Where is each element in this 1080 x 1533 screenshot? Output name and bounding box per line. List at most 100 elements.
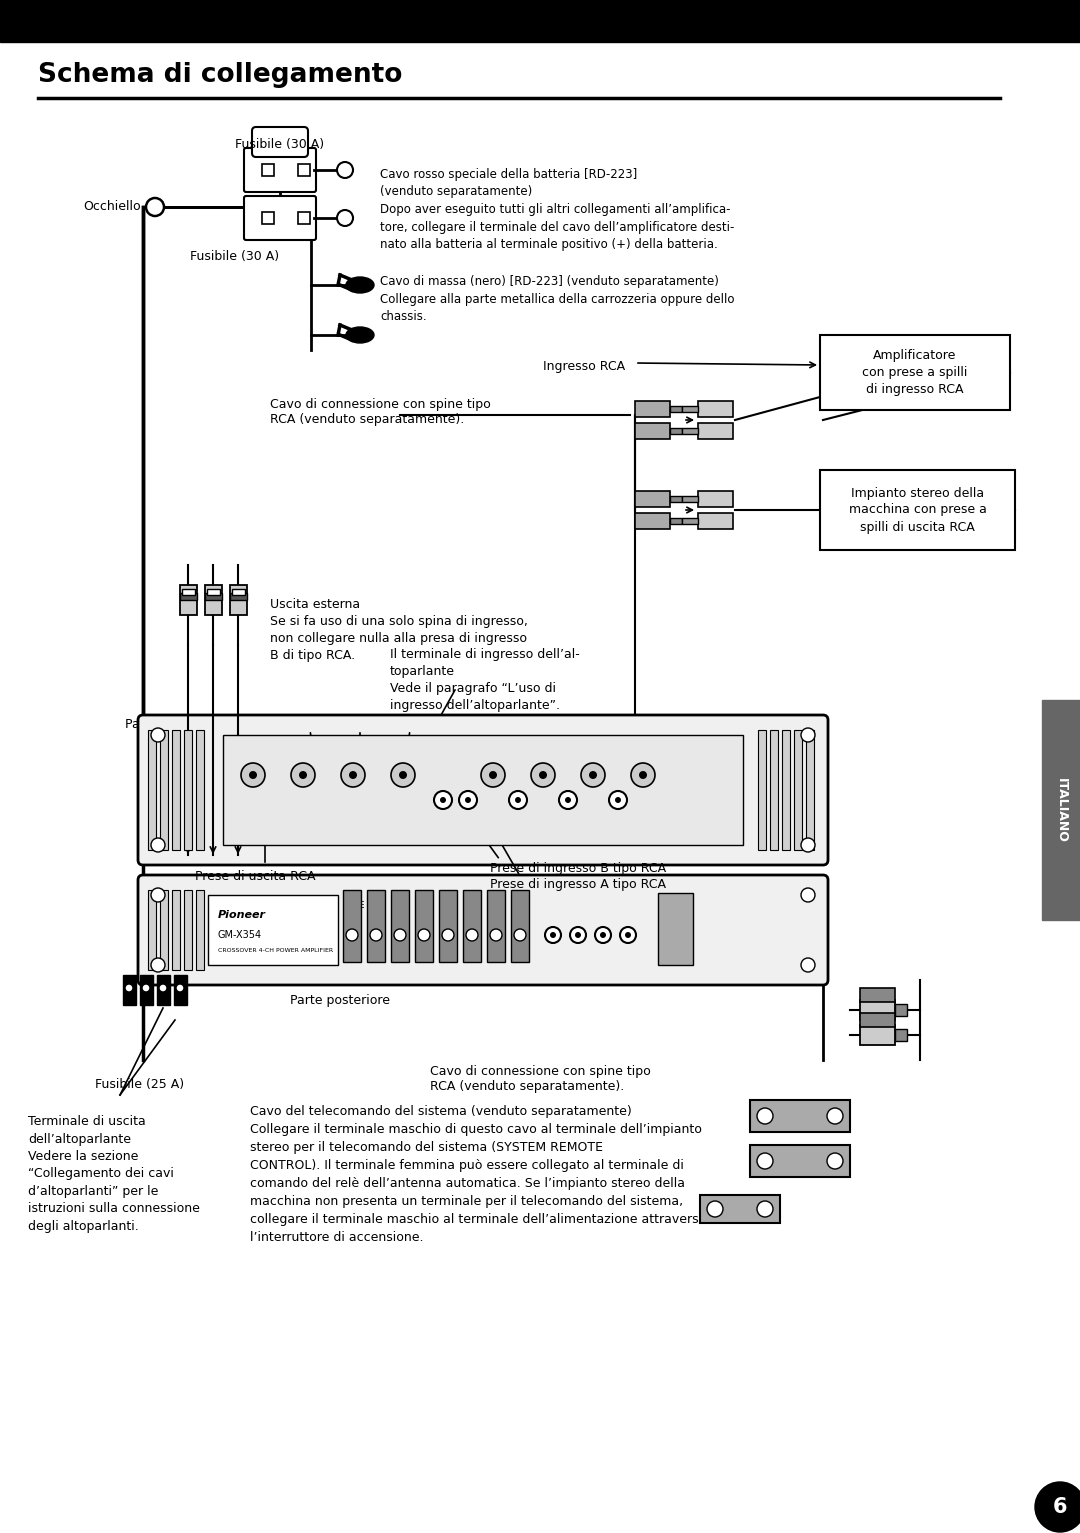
Text: Parte posteriore: Parte posteriore: [291, 993, 390, 1007]
Bar: [635, 402, 670, 417]
Bar: [635, 423, 670, 438]
Circle shape: [346, 929, 357, 941]
Ellipse shape: [346, 327, 374, 343]
Circle shape: [442, 929, 454, 941]
Circle shape: [827, 1108, 843, 1124]
Bar: [415, 891, 433, 963]
Text: Cavo di massa (nero) [RD-223] (venduto separatamente)
Collegare alla parte metal: Cavo di massa (nero) [RD-223] (venduto s…: [380, 274, 734, 323]
Circle shape: [125, 984, 133, 992]
Circle shape: [151, 839, 165, 852]
Circle shape: [176, 984, 184, 992]
Circle shape: [631, 763, 654, 786]
Bar: [222, 734, 743, 845]
Bar: [698, 491, 733, 507]
Circle shape: [801, 958, 815, 972]
Circle shape: [1035, 1482, 1080, 1531]
Text: FUSE 25A: FUSE 25A: [343, 900, 383, 909]
Circle shape: [707, 1200, 723, 1217]
Circle shape: [434, 791, 453, 809]
FancyBboxPatch shape: [244, 196, 316, 241]
Bar: [681, 518, 698, 524]
Circle shape: [337, 162, 353, 178]
Bar: [148, 891, 156, 970]
Circle shape: [490, 929, 502, 941]
Bar: [635, 491, 670, 507]
Bar: [438, 891, 457, 963]
Bar: [148, 730, 156, 849]
Bar: [123, 975, 136, 1006]
Text: Occhiello: Occhiello: [83, 201, 141, 213]
Text: GM-X354: GM-X354: [218, 931, 262, 940]
Circle shape: [151, 958, 165, 972]
Bar: [770, 730, 778, 849]
Circle shape: [514, 929, 526, 941]
Circle shape: [291, 763, 315, 786]
Circle shape: [440, 797, 446, 803]
Circle shape: [399, 771, 407, 779]
Circle shape: [570, 927, 586, 943]
Bar: [229, 592, 246, 599]
Bar: [750, 1145, 850, 1177]
Circle shape: [575, 932, 581, 938]
Text: Cavo del telecomando del sistema (venduto separatamente)
Collegare il terminale : Cavo del telecomando del sistema (vendut…: [249, 1105, 706, 1243]
Circle shape: [801, 839, 815, 852]
FancyBboxPatch shape: [244, 149, 316, 192]
Bar: [195, 730, 204, 849]
Bar: [670, 518, 681, 524]
Text: Fusibile (25 A): Fusibile (25 A): [95, 1078, 184, 1091]
Bar: [343, 891, 361, 963]
Circle shape: [639, 771, 647, 779]
Text: Cavo di connessione con spine tipo
RCA (venduto separatamente).: Cavo di connessione con spine tipo RCA (…: [430, 1065, 651, 1093]
Text: Pioneer: Pioneer: [218, 911, 266, 920]
Bar: [140, 975, 153, 1006]
Bar: [698, 402, 733, 417]
Bar: [367, 891, 384, 963]
Bar: [635, 514, 670, 529]
Circle shape: [349, 771, 357, 779]
Bar: [195, 891, 204, 970]
Bar: [262, 164, 274, 176]
Bar: [758, 730, 766, 849]
Text: Parte anteriore: Parte anteriore: [125, 717, 218, 731]
Bar: [184, 891, 192, 970]
FancyBboxPatch shape: [252, 127, 308, 156]
Text: Il terminale di ingresso dell’al-
toparlante
Vede il paragrafo “L’uso di
ingress: Il terminale di ingresso dell’al- toparl…: [390, 648, 580, 711]
Bar: [0, 0, 1080, 41]
Circle shape: [459, 791, 477, 809]
Circle shape: [801, 728, 815, 742]
Bar: [860, 1026, 895, 1046]
Bar: [298, 164, 310, 176]
Bar: [208, 895, 338, 964]
Bar: [860, 1000, 895, 1019]
Circle shape: [801, 888, 815, 901]
Bar: [670, 497, 681, 501]
Circle shape: [531, 763, 555, 786]
Bar: [184, 730, 192, 849]
Circle shape: [559, 791, 577, 809]
Text: 6: 6: [1053, 1498, 1067, 1518]
Bar: [391, 891, 409, 963]
Text: Prese di uscita RCA: Prese di uscita RCA: [194, 871, 315, 883]
Circle shape: [565, 797, 571, 803]
Circle shape: [757, 1108, 773, 1124]
Text: Fusibile (30 A): Fusibile (30 A): [235, 138, 325, 150]
Bar: [487, 891, 505, 963]
Circle shape: [595, 927, 611, 943]
Bar: [1042, 701, 1080, 920]
Bar: [698, 423, 733, 438]
Circle shape: [827, 1153, 843, 1170]
Circle shape: [550, 932, 556, 938]
Circle shape: [615, 797, 621, 803]
Bar: [794, 730, 802, 849]
Bar: [698, 514, 733, 529]
Bar: [860, 987, 895, 1003]
Circle shape: [600, 932, 606, 938]
Circle shape: [545, 927, 561, 943]
Bar: [172, 730, 180, 849]
Bar: [160, 730, 168, 849]
Bar: [172, 891, 180, 970]
Bar: [895, 1029, 907, 1041]
Text: Ingresso RCA: Ingresso RCA: [543, 360, 625, 373]
Bar: [262, 212, 274, 224]
Circle shape: [589, 771, 597, 779]
